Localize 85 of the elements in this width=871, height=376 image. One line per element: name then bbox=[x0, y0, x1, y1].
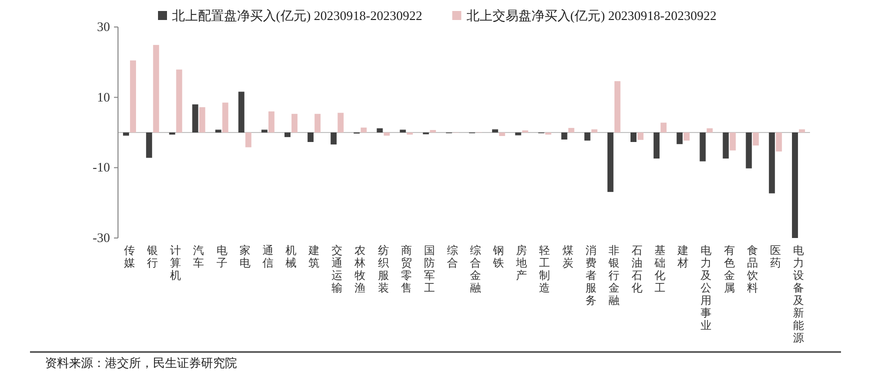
bar bbox=[792, 132, 798, 238]
bar bbox=[722, 132, 729, 159]
bar bbox=[776, 132, 782, 152]
x-tick-label: 食品饮料 bbox=[746, 245, 758, 294]
bar bbox=[607, 132, 614, 192]
bar bbox=[376, 128, 383, 132]
bar bbox=[630, 132, 636, 142]
bar bbox=[330, 132, 337, 144]
bar bbox=[245, 132, 252, 148]
bar bbox=[730, 132, 736, 150]
legend-label: 北上交易盘净买入(亿元) 20230918-20230922 bbox=[466, 8, 716, 23]
bar bbox=[568, 128, 574, 132]
x-tick-label: 家电 bbox=[239, 244, 250, 270]
text: 资料来源：港交所，民生证券研究院 bbox=[45, 356, 237, 370]
bar bbox=[515, 132, 522, 136]
x-tick-label: 房地产 bbox=[515, 244, 528, 282]
bar bbox=[314, 114, 321, 132]
bar bbox=[284, 132, 290, 138]
bar bbox=[360, 128, 367, 132]
x-tick-label: 非银行金融 bbox=[607, 244, 620, 307]
bar bbox=[308, 132, 314, 142]
x-tick-label: 电力及公用事业 bbox=[700, 244, 712, 332]
x-tick-label: 电子 bbox=[216, 244, 228, 270]
bar bbox=[561, 132, 568, 140]
x-tick-label: 钢铁 bbox=[492, 245, 504, 270]
x-tick-label: 国防军工 bbox=[424, 245, 435, 294]
bar bbox=[130, 60, 136, 132]
bar bbox=[676, 132, 683, 144]
x-tick-label: 石油石化 bbox=[632, 245, 642, 294]
x-tick-label: 煤炭 bbox=[562, 245, 574, 270]
bar bbox=[798, 129, 805, 132]
bar bbox=[706, 128, 713, 132]
x-tick-label: 农林牧渔 bbox=[354, 245, 366, 294]
x-tick-label: 医药 bbox=[770, 245, 781, 270]
y-tick-label: -10 bbox=[92, 160, 110, 175]
bar bbox=[752, 132, 759, 146]
x-tick-label: 传媒 bbox=[124, 245, 136, 270]
y-tick-label: 30 bbox=[97, 19, 110, 34]
bar bbox=[400, 130, 406, 132]
bar bbox=[746, 132, 752, 168]
bar bbox=[199, 107, 206, 132]
x-tick-label: 电力设备及新能源 bbox=[792, 244, 804, 344]
bar bbox=[215, 130, 222, 132]
x-tick-label: 机械 bbox=[286, 245, 296, 270]
x-tick-label: 综合 bbox=[446, 244, 458, 270]
bar bbox=[492, 129, 498, 132]
x-tick-label: 基础化工 bbox=[654, 244, 666, 294]
bar bbox=[638, 132, 644, 140]
bar bbox=[384, 132, 390, 136]
bar bbox=[614, 81, 620, 132]
bar bbox=[684, 132, 690, 141]
bar bbox=[660, 122, 667, 132]
x-tick-label: 有色金属 bbox=[724, 245, 735, 294]
bar bbox=[768, 132, 775, 194]
x-tick-label: 建筑 bbox=[308, 244, 320, 270]
bar bbox=[123, 132, 130, 136]
bar bbox=[176, 70, 182, 132]
bar bbox=[338, 112, 344, 132]
x-tick-label: 消费者服务 bbox=[585, 244, 596, 307]
bar bbox=[146, 132, 152, 158]
x-tick-label: 通信 bbox=[262, 244, 274, 270]
bar bbox=[654, 132, 660, 159]
bar bbox=[192, 104, 198, 132]
bar bbox=[261, 130, 268, 132]
x-tick-label: 计算机 bbox=[170, 244, 182, 282]
x-tick-label: 交通运输 bbox=[332, 244, 343, 294]
bar bbox=[584, 132, 590, 141]
bar bbox=[700, 132, 706, 162]
x-tick-label: 轻工制造 bbox=[539, 245, 550, 294]
y-tick-label: 10 bbox=[97, 89, 110, 104]
bar bbox=[238, 92, 244, 132]
bar bbox=[499, 132, 506, 136]
x-tick-label: 汽车 bbox=[193, 245, 204, 270]
x-tick-label: 纺织服装 bbox=[378, 244, 389, 294]
y-tick-label: -30 bbox=[92, 230, 110, 245]
bar bbox=[222, 102, 228, 132]
x-tick-label: 综合金融 bbox=[470, 244, 482, 294]
bar bbox=[292, 114, 298, 132]
legend-label: 北上配置盘净买入(亿元) 20230918-20230922 bbox=[172, 8, 422, 23]
x-tick-label: 商贸零售 bbox=[400, 244, 412, 294]
bar bbox=[268, 111, 274, 132]
x-tick-label: 建材 bbox=[676, 244, 689, 270]
x-tick-label: 银行 bbox=[146, 245, 158, 270]
bar bbox=[153, 44, 160, 132]
bar bbox=[591, 129, 598, 132]
